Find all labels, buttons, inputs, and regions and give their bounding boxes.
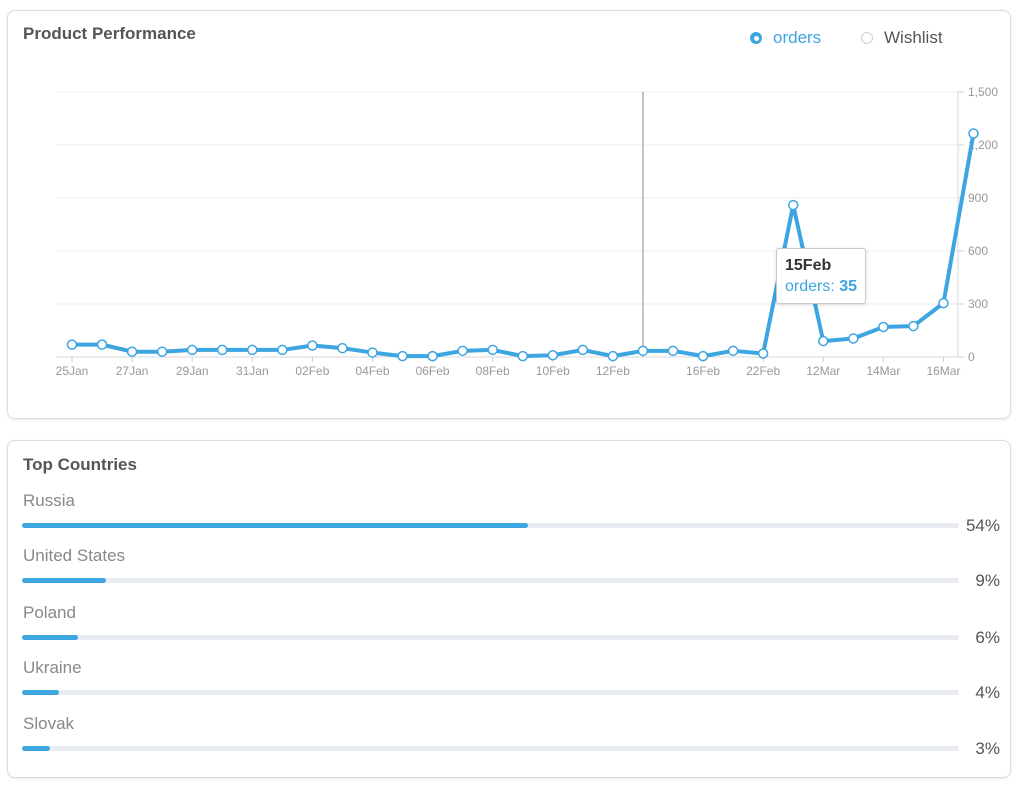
country-row: Ukraine 4% [22,658,1004,708]
tooltip-series-name: orders [785,278,831,295]
data-point [397,350,408,362]
data-point [757,348,769,359]
country-name: Russia [23,491,75,510]
country-progress-fill [22,746,51,751]
data-point [126,346,138,357]
country-progress-track [22,635,959,640]
radio-unselected-icon [861,32,873,44]
country-progress-fill [22,578,107,583]
product-performance-card: Product Performance orders Wishlist 0 300… [7,10,1011,419]
y-tick-label: 300 [968,297,988,311]
country-progress-fill [22,690,60,695]
data-point [337,342,348,354]
x-tick-label: 10Feb [536,364,570,378]
data-point [427,350,438,362]
x-tick-label: 04Feb [355,364,389,378]
data-point [66,339,78,350]
country-row: Slovak 3% [22,714,1004,764]
country-name: Slovak [23,714,75,733]
x-tick-label: 14Mar [866,364,900,378]
product-performance-title: Product Performance [23,24,196,43]
orders-series-line [70,131,976,359]
legend-orders-label: orders [773,28,822,47]
tooltip-date: 15Feb [785,257,832,274]
y-tick-label: 900 [968,191,988,205]
data-point [487,344,498,356]
y-tick-label: 1,500 [968,85,998,99]
data-point [577,344,589,356]
country-row: Poland 6% [22,603,1004,653]
x-tick-label: 22Feb [746,364,780,378]
x-tick-label: 16Mar [926,364,960,378]
x-tick-label: 12Feb [596,364,630,378]
x-tick-label: 29Jan [176,364,209,378]
data-point [156,346,168,357]
country-percent: 9% [975,571,1000,590]
data-point [96,339,108,350]
x-tick-label: 25Jan [56,364,89,378]
country-progress-track [22,690,959,695]
data-point [968,128,979,139]
orders-line-chart[interactable]: 0 300 600 900 1,200 1,500 25Jan 27Jan 29Jan 31Jan… [8,11,1010,418]
top-countries-title: Top Countries [23,455,137,474]
data-point [637,345,649,357]
country-percent: 54% [965,516,1000,535]
legend-wishlist[interactable]: Wishlist [861,28,943,48]
data-point [186,344,198,356]
y-tick-label: 600 [968,244,988,258]
legend-orders[interactable]: orders [750,28,821,48]
data-point [217,344,228,356]
data-point [277,344,288,356]
data-point [457,345,468,357]
country-percent: 3% [975,739,1000,758]
country-progress-fill [22,523,528,528]
country-row: United States 9% [22,546,1004,596]
data-point [667,345,679,357]
tooltip-value: 35 [839,278,858,295]
country-progress-track [22,578,959,583]
data-point [307,340,318,351]
legend-wishlist-label: Wishlist [884,28,943,47]
top-countries-card: Top Countries Russia 54% United States 9% Po… [7,440,1011,778]
data-point [247,344,258,356]
y-tick-label: 0 [968,350,975,364]
country-name: Ukraine [23,658,82,677]
data-point [818,335,829,347]
country-percent: 6% [975,628,1000,647]
x-tick-label: 02Feb [295,364,329,378]
data-point [697,350,709,362]
chart-tooltip: 15Feb orders: 35 [776,248,867,304]
country-row: Russia 54% [22,491,1004,541]
data-point [517,350,528,362]
data-point [787,199,799,211]
y-tick-label: 1,200 [968,138,998,152]
x-tick-label: 12Mar [806,364,840,378]
country-progress-track [22,746,959,751]
data-point [607,350,619,362]
data-point [908,320,919,332]
x-tick-label: 06Feb [416,364,450,378]
data-point [878,321,889,333]
data-point [367,347,378,358]
country-progress-fill [22,635,79,640]
x-tick-label: 08Feb [476,364,510,378]
data-point [727,345,739,357]
x-tick-label: 31Jan [236,364,269,378]
data-point [938,297,949,309]
country-percent: 4% [975,683,1000,702]
country-progress-track [22,523,959,528]
x-tick-label: 16Feb [686,364,720,378]
country-name: United States [23,546,126,565]
x-tick-label: 27Jan [116,364,149,378]
data-point [547,349,559,361]
radio-selected-icon [750,32,762,44]
data-point [848,333,859,344]
country-name: Poland [23,603,76,622]
